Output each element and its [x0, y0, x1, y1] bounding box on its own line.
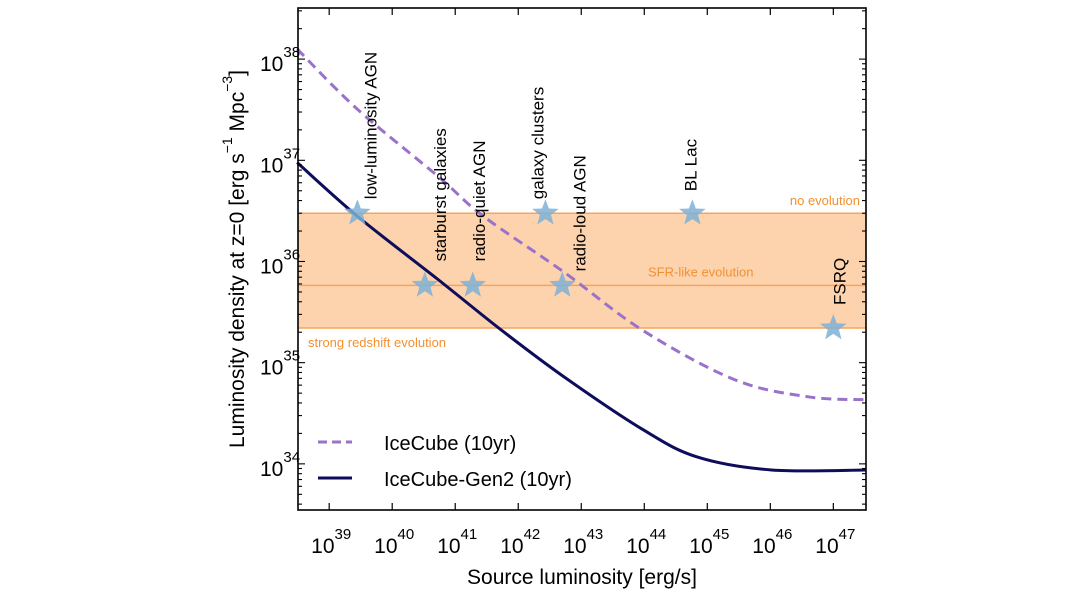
source-label: radio-quiet AGN	[470, 140, 489, 261]
x-tick-label: 1039	[311, 526, 351, 558]
source-star-marker	[549, 271, 576, 297]
source-star-marker	[411, 271, 439, 297]
x-tick-label: 1046	[752, 526, 792, 558]
x-tick-label: 1040	[374, 526, 414, 558]
band-label-sfr: SFR-like evolution	[648, 264, 754, 279]
x-tick-label: 1042	[500, 526, 540, 558]
source-label: BL Lac	[681, 138, 700, 191]
y-axis-label: Luminosity density at z=0 [erg s−1 Mpc−3…	[219, 70, 249, 448]
band-label-strong: strong redshift evolution	[308, 335, 446, 350]
evolution-band: no evolution SFR-like evolution strong red…	[298, 193, 866, 350]
source-label: FSRQ	[830, 258, 849, 305]
x-tick-label: 1043	[563, 526, 603, 558]
sensitivity-curves	[296, 47, 867, 473]
x-tick-label: 1045	[689, 526, 729, 558]
icecube-gen2-curve	[296, 161, 867, 473]
source-label: low-luminosity AGN	[361, 52, 380, 199]
y-tick-label: 1038	[260, 44, 300, 76]
legend: IceCube (10yr) IceCube-Gen2 (10yr)	[318, 433, 572, 491]
band-fill	[298, 213, 866, 329]
legend-gen2-label: IceCube-Gen2 (10yr)	[384, 469, 572, 491]
y-tick-label: 1034	[260, 449, 300, 481]
x-tick-label: 1044	[626, 526, 666, 558]
source-label: radio-loud AGN	[570, 155, 589, 271]
y-tick-label: 1035	[260, 348, 300, 380]
x-tick-label: 1047	[815, 526, 855, 558]
y-tick-label: 1036	[260, 246, 300, 278]
source-label: galaxy clusters	[528, 87, 547, 199]
y-tick-label: 1037	[260, 145, 300, 177]
source-label: starburst galaxies	[431, 128, 450, 261]
source-star-marker	[820, 314, 847, 340]
axis-ticks: 1039 1040 1041 1042 1043 1044 1045 1046 1047 1034…	[260, 8, 866, 558]
x-axis-label: Source luminosity [erg/s]	[467, 566, 697, 589]
source-markers: low-luminosity AGN starburst galaxies radi…	[344, 52, 849, 340]
x-tick-label: 1041	[437, 526, 477, 558]
source-star-marker	[532, 199, 559, 225]
band-label-no-evolution: no evolution	[790, 193, 860, 208]
legend-icecube-label: IceCube (10yr)	[384, 433, 516, 455]
source-star-marker	[459, 271, 487, 297]
source-star-marker	[344, 199, 371, 225]
plot-frame	[297, 7, 867, 511]
source-star-marker	[679, 199, 706, 225]
